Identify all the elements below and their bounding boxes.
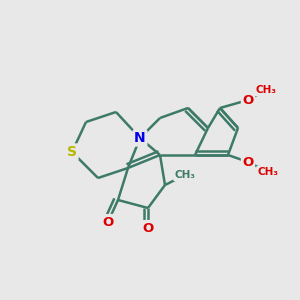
Text: S: S [67,145,77,159]
Text: O: O [142,221,154,235]
Text: N: N [134,131,146,145]
Text: CH₃: CH₃ [175,170,196,180]
Text: O: O [242,155,253,169]
Text: O: O [242,94,253,106]
Text: CH₃: CH₃ [257,167,278,177]
Text: O: O [102,215,114,229]
Text: CH₃: CH₃ [256,85,277,95]
